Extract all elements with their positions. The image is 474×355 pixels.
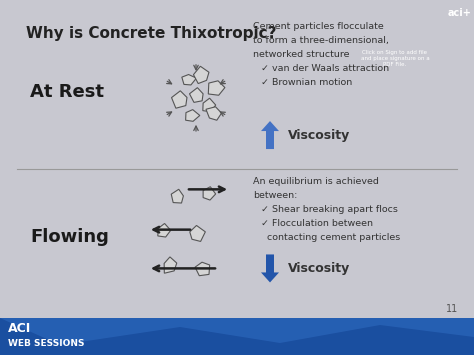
Polygon shape [190,88,203,102]
Polygon shape [186,110,200,121]
Text: aci+: aci+ [447,7,471,17]
Polygon shape [206,107,221,120]
Polygon shape [203,98,216,112]
Text: ✓ van der Waals attraction: ✓ van der Waals attraction [261,64,389,73]
Text: Viscosity: Viscosity [288,262,350,275]
Text: At Rest: At Rest [30,83,104,101]
Text: An equilibrium is achieved: An equilibrium is achieved [253,177,379,186]
Text: Why is Concrete Thixotropic?: Why is Concrete Thixotropic? [26,26,276,41]
Text: ✓ Brownian motion: ✓ Brownian motion [261,78,352,87]
Text: Flowing: Flowing [30,228,109,246]
Text: ACI: ACI [8,322,31,334]
Text: to form a three-dimensional,: to form a three-dimensional, [253,36,389,45]
Text: Click on Sign to add file
and place signature on a
PDF File.: Click on Sign to add file and place sign… [361,50,429,67]
Text: networked structure: networked structure [253,50,349,59]
Polygon shape [164,257,177,273]
Text: 11: 11 [446,304,458,314]
FancyArrow shape [261,121,279,149]
Polygon shape [0,318,474,355]
Polygon shape [203,187,216,200]
Polygon shape [0,318,474,345]
Text: contacting cement particles: contacting cement particles [267,233,400,242]
FancyArrow shape [261,255,279,283]
Text: ✓ Shear breaking apart flocs: ✓ Shear breaking apart flocs [261,205,398,214]
Polygon shape [193,66,209,83]
Text: Cement particles flocculate: Cement particles flocculate [253,22,384,31]
Polygon shape [158,224,171,237]
Polygon shape [172,91,187,108]
Polygon shape [182,75,196,85]
Text: between:: between: [253,191,297,200]
Polygon shape [190,225,205,241]
Text: WEB SESSIONS: WEB SESSIONS [8,339,84,348]
Text: Viscosity: Viscosity [288,129,350,142]
Polygon shape [195,262,210,276]
Text: ✓ Flocculation between: ✓ Flocculation between [261,219,373,228]
Polygon shape [208,81,225,95]
Polygon shape [171,189,183,203]
